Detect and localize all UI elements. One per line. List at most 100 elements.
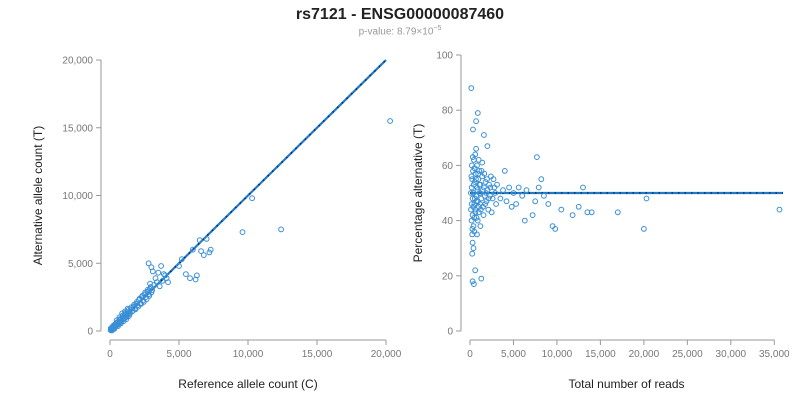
right-data-point [614,209,621,216]
right-data-point [474,231,480,238]
left-data-point [124,305,131,312]
right-data-point [588,209,595,216]
right-scatter-plot: 0 5,000 10,000 15,000 20,000 25,000 30,000 35,0… [411,51,790,392]
right-data-point [477,206,484,213]
right-data-point [469,250,476,257]
right-data-point [508,203,515,210]
right-data-point [503,198,510,205]
right-data-point [641,226,647,232]
right-data-point [541,192,547,199]
right-data-point [476,168,483,174]
chart-title: rs7121 - ENSG00000087460 [295,6,505,23]
right-data-point [478,275,485,282]
right-data-point [490,176,497,183]
right-x-axis-title: Total number of reads [568,377,684,391]
right-data-point [475,157,482,163]
right-y-tick-label: 80 [442,106,454,117]
right-data-point [474,110,481,116]
right-data-point [469,226,476,232]
right-data-point [470,181,477,188]
right-data-point [481,170,488,177]
right-data-point [473,192,480,199]
right-data-point [471,281,477,288]
right-data-point [469,239,476,246]
left-y-tick-label: 10,000 [62,191,93,202]
right-data-point [468,201,475,207]
right-data-point [468,85,475,91]
right-data-point [470,126,476,133]
left-data-point [194,272,200,279]
right-data-point [471,179,478,185]
pvalue-text: p-value: 8.79×10 [358,26,434,38]
right-data-point [534,154,540,161]
left-data-point [149,268,156,275]
right-data-point [476,181,483,188]
left-x-axis-title: Reference allele count (C) [178,377,317,391]
left-data-point [183,271,189,278]
left-data-point [145,260,152,267]
left-y-tick-label: 5,000 [68,259,93,270]
pvalue-subtitle: p-value: 8.79×10−5 [0,25,800,37]
right-data-point [485,195,492,202]
right-data-point [493,201,500,207]
right-data-point [472,209,479,216]
left-y-tick-label: 0 [87,327,93,338]
left-data-point [239,229,246,236]
right-data-point [532,198,539,205]
left-data-point [116,314,123,321]
right-data-point [643,195,650,202]
right-data-point [469,154,476,161]
left-scatter-plot: 0 5,000 10,000 15,000 20,000 0 5,000 10,000 15,0… [31,56,402,392]
right-data-point [545,201,552,207]
left-data-point [158,263,165,269]
right-x-tick-label: 0 [467,349,473,360]
right-data-point [469,195,476,202]
right-y-axis-title: Percentage alternative (T) [411,124,425,263]
right-data-point [468,173,475,180]
right-data-point [535,184,542,191]
right-data-point [473,214,480,221]
left-data-point [160,271,167,278]
right-data-point [471,165,478,172]
right-data-point [489,195,496,202]
right-data-point [470,223,477,230]
right-data-point [500,187,506,194]
right-data-point [488,209,495,216]
right-data-point [501,168,508,174]
right-data-point [471,214,478,221]
right-x-tick-label: 15,000 [585,349,616,360]
right-x-tick-label: 30,000 [716,349,747,360]
right-data-point [472,267,479,274]
right-data-point [487,184,494,191]
left-data-point [159,278,166,284]
right-data-point [521,217,528,224]
right-y-tick-label: 100 [436,51,453,62]
right-data-point [469,278,476,285]
left-data-point [176,263,182,269]
right-data-point [473,145,480,152]
left-data-point [147,280,153,287]
left-x-tick-label: 5,000 [166,349,191,360]
right-x-tick-label: 25,000 [672,349,703,360]
right-data-point [497,195,504,202]
right-data-point [480,212,487,219]
right-data-point [519,192,526,199]
right-data-point [515,184,522,191]
left-y-tick-label: 15,000 [62,123,93,134]
right-data-point [472,195,478,202]
left-data-point [187,275,193,282]
left-data-point [146,292,153,299]
left-data-point [387,118,394,124]
left-data-point [111,325,118,332]
left-data-point [207,246,214,253]
left-data-point [189,246,196,253]
right-data-point [481,132,487,138]
left-data-point [198,248,205,255]
right-data-point [484,176,490,183]
right-data-point [529,212,536,219]
right-data-point [468,190,474,196]
left-data-point [154,279,160,286]
pvalue-exponent: −5 [433,25,442,32]
